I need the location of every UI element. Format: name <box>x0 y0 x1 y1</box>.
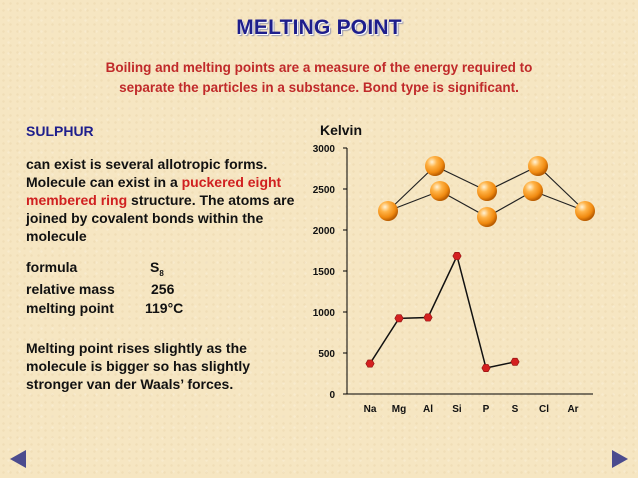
description-part-2: structure. The atoms are joined by coval… <box>26 192 295 244</box>
sulphur-atom-sphere <box>477 181 497 201</box>
previous-slide-button[interactable] <box>10 450 26 468</box>
x-tick-label: Ar <box>567 404 578 415</box>
explanation-note: Melting point rises slightly as the mole… <box>26 340 251 392</box>
data-point <box>452 252 462 260</box>
y-axis-label: Kelvin <box>320 122 362 138</box>
sulphur-atom-sphere <box>477 207 497 227</box>
relative-mass-label: relative mass <box>26 281 115 297</box>
description-text: can exist is several allotropic forms. M… <box>26 155 296 245</box>
element-heading: SULPHUR <box>26 123 94 139</box>
slide-subtitle: Boiling and melting points are a measure… <box>60 58 578 98</box>
y-tick-label: 2000 <box>313 226 336 237</box>
slide-title: MELTING POINT <box>236 16 402 39</box>
subtitle-line-1: Boiling and melting points are a measure… <box>105 60 533 75</box>
data-point <box>423 313 433 322</box>
molecule-bond <box>537 165 586 212</box>
melting-point-label: melting point <box>26 300 114 316</box>
y-tick-label: 1500 <box>313 267 336 278</box>
formula-symbol: S <box>150 259 160 275</box>
data-point <box>481 364 491 372</box>
formula-subscript: 8 <box>159 268 164 278</box>
x-tick-label: Si <box>452 404 462 415</box>
data-point <box>394 314 404 323</box>
x-tick-label: Mg <box>392 404 406 415</box>
sulphur-atom-sphere <box>523 181 543 201</box>
melting-point-value: 119°C <box>145 300 184 316</box>
series-line <box>369 253 516 369</box>
s8-ring-molecule-illustration <box>378 156 595 227</box>
x-tick-label: P <box>483 404 490 415</box>
description-highlight: puckered eight membered ring <box>26 174 282 208</box>
formula-value: S8 <box>150 259 164 278</box>
sulphur-atom-sphere <box>528 156 548 176</box>
y-tick-label: 3000 <box>313 144 336 155</box>
description-part-1: can exist is several allotropic forms. M… <box>26 156 268 190</box>
y-tick-label: 1000 <box>313 308 336 319</box>
sulphur-atom-sphere <box>378 201 398 221</box>
x-tick-label: Cl <box>539 404 549 415</box>
x-tick-label: S <box>512 404 519 415</box>
x-ticks: Na Mg Al Si P S Cl Ar <box>364 404 579 415</box>
x-tick-label: Na <box>364 404 377 415</box>
sulphur-atom-sphere <box>430 181 450 201</box>
formula-label: formula <box>26 259 78 275</box>
molecule-bond <box>387 165 436 212</box>
y-tick-label: 500 <box>318 349 335 360</box>
sulphur-atom-sphere <box>425 156 445 176</box>
y-tick-label: 0 <box>329 390 335 401</box>
data-series <box>365 252 520 372</box>
y-tick-label: 2500 <box>313 185 336 196</box>
y-ticks: 0 500 1000 1500 2000 2500 3000 <box>313 144 347 401</box>
sulphur-atom-sphere <box>575 201 595 221</box>
subtitle-line-2: separate the particles in a substance. B… <box>119 80 519 95</box>
data-point <box>365 359 375 368</box>
data-point <box>510 357 520 366</box>
next-slide-button[interactable] <box>612 450 628 468</box>
relative-mass-value: 256 <box>151 281 175 297</box>
x-tick-label: Al <box>423 404 433 415</box>
